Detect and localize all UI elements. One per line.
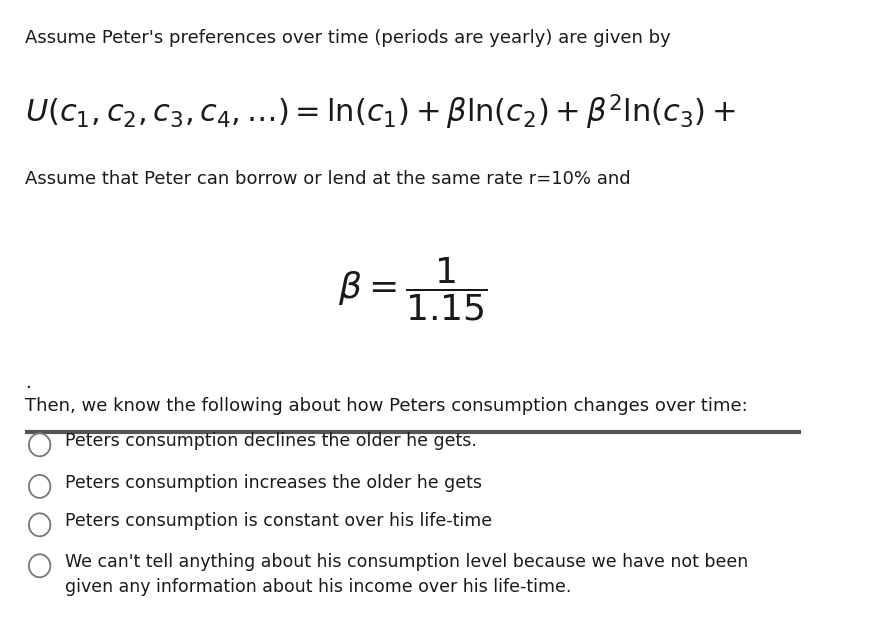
Text: We can't tell anything about his consumption level because we have not been
give: We can't tell anything about his consump… [65,553,749,596]
Text: .: . [25,374,31,392]
Text: Peters consumption increases the older he gets: Peters consumption increases the older h… [65,474,483,492]
Text: Peters consumption is constant over his life-time: Peters consumption is constant over his … [65,512,492,530]
Text: Assume Peter's preferences over time (periods are yearly) are given by: Assume Peter's preferences over time (pe… [25,29,671,47]
Text: Peters consumption declines the older he gets.: Peters consumption declines the older he… [65,432,477,450]
Text: $U(c_1, c_2, c_3, c_4, \ldots) = \ln(c_1) + \beta\ln(c_2) + \beta^2\ln(c_3)+$: $U(c_1, c_2, c_3, c_4, \ldots) = \ln(c_1… [25,93,735,132]
Text: $\beta = \dfrac{1}{1.15}$: $\beta = \dfrac{1}{1.15}$ [338,256,488,323]
Text: Assume that Peter can borrow or lend at the same rate r=10% and: Assume that Peter can borrow or lend at … [25,170,630,188]
Text: Then, we know the following about how Peters consumption changes over time:: Then, we know the following about how Pe… [25,397,748,415]
